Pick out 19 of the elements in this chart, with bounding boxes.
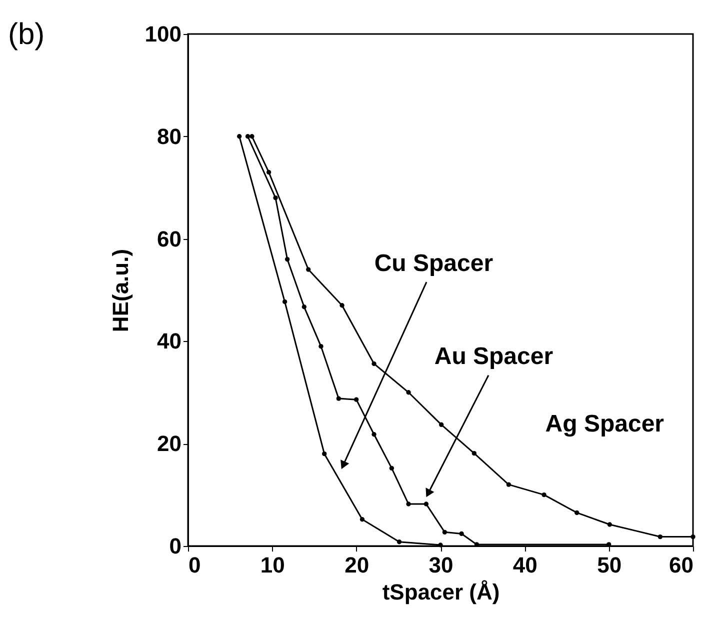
y-tick-label: 20: [157, 431, 182, 456]
x-tick-label: 0: [188, 552, 201, 578]
x-axis-title: tSpacer (Å): [382, 580, 500, 604]
y-tick-label: 100: [144, 22, 182, 46]
y-tick-label: 80: [157, 124, 182, 149]
y-axis-title: HE(a.u.): [108, 248, 133, 332]
x-tick-label: 40: [512, 552, 538, 578]
y-tick-label: 40: [157, 328, 182, 354]
annotation: Ag Spacer: [545, 410, 664, 438]
x-tick-label: 60: [669, 552, 694, 578]
x-tick-label: 50: [597, 552, 622, 578]
x-tick-label: 20: [344, 552, 370, 578]
text: (b): [8, 18, 45, 51]
x-tick-label: 30: [428, 552, 454, 578]
y-tick-label: 0: [169, 534, 182, 558]
x-tick-label: 10: [260, 552, 285, 578]
annotation: Au Spacer: [434, 343, 554, 370]
y-tick-label: 60: [157, 226, 182, 252]
annotation: Cu Spacer: [374, 250, 494, 278]
